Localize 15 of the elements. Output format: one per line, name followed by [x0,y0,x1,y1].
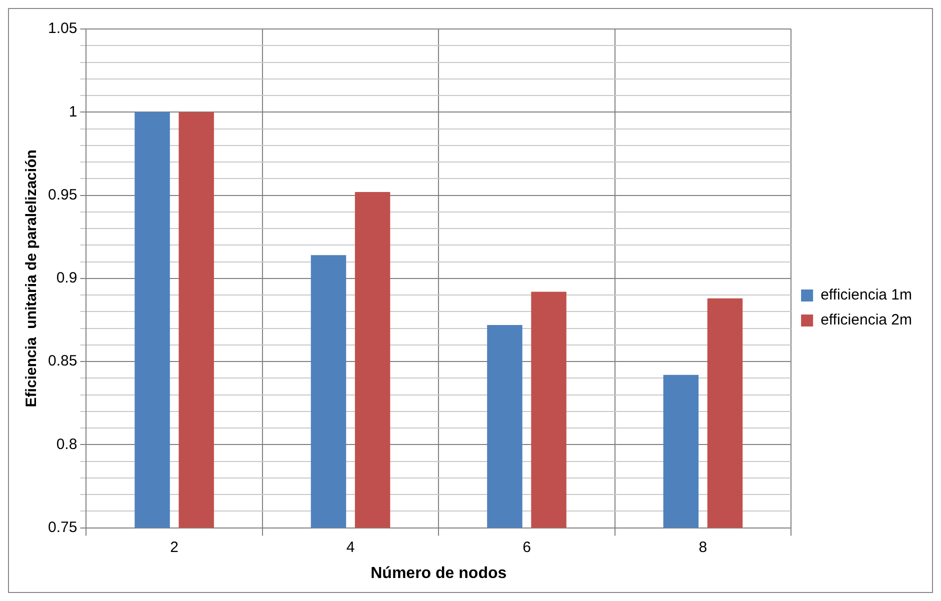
y-tick-label: 0.85 [48,352,78,370]
y-tick-label: 0.95 [48,186,78,204]
y-tick-label: 1.05 [48,20,78,38]
x-tick-label: 8 [698,538,708,556]
legend-label: efficiencia 1m [820,286,912,304]
y-tick-label: 1 [68,103,78,120]
y-tick-label: 0.9 [56,270,78,287]
y-tick-label: 0.8 [56,436,78,453]
x-axis-title: Número de nodos [370,564,507,582]
x-tick-label: 2 [170,538,178,556]
legend-label: efficiencia 2m [820,312,912,329]
x-tick-label: 4 [346,538,355,556]
y-tick-label: 0.75 [48,518,78,536]
y-axis-title: Eficiencia unitaria de paralelización [23,150,40,408]
x-tick-label: 6 [522,538,531,556]
